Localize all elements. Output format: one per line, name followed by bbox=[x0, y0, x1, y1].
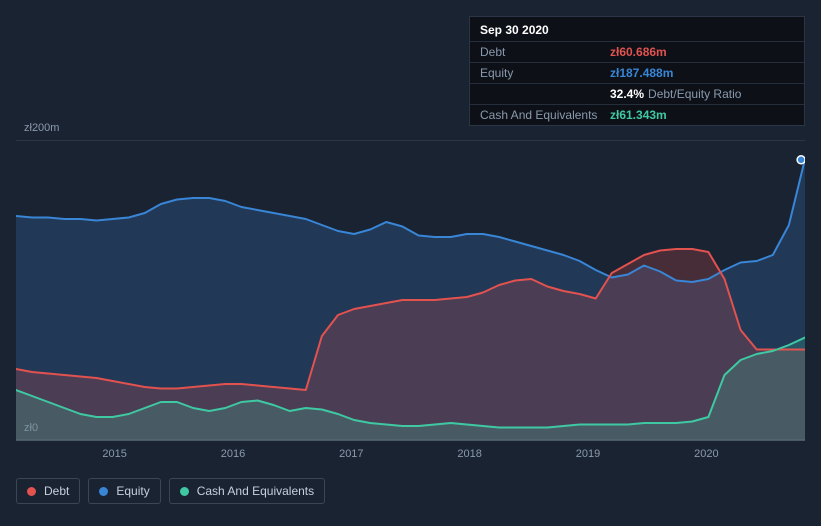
legend: Debt Equity Cash And Equivalents bbox=[16, 478, 325, 504]
tooltip-row-ratio: 32.4% Debt/Equity Ratio bbox=[470, 83, 804, 104]
tooltip-date: Sep 30 2020 bbox=[470, 17, 804, 41]
legend-item-debt[interactable]: Debt bbox=[16, 478, 80, 504]
tooltip-row-cash: Cash And Equivalents zł61.343m bbox=[470, 104, 804, 125]
x-tick-label: 2017 bbox=[339, 448, 363, 460]
tooltip-cash-label: Cash And Equivalents bbox=[480, 108, 610, 122]
tooltip-row-equity: Equity zł187.488m bbox=[470, 62, 804, 83]
legend-label-debt: Debt bbox=[44, 484, 69, 498]
y-axis-max-label: zł200m bbox=[24, 122, 59, 134]
tooltip-equity-label: Equity bbox=[480, 66, 610, 80]
legend-dot-debt bbox=[27, 487, 36, 496]
plot-area[interactable] bbox=[16, 140, 805, 440]
legend-label-cash: Cash And Equivalents bbox=[197, 484, 314, 498]
x-tick-label: 2016 bbox=[221, 448, 245, 460]
x-tick-label: 2015 bbox=[102, 448, 126, 460]
tooltip-debt-value: zł60.686m bbox=[610, 45, 667, 59]
tooltip-row-debt: Debt zł60.686m bbox=[470, 41, 804, 62]
legend-dot-equity bbox=[99, 487, 108, 496]
legend-item-cash[interactable]: Cash And Equivalents bbox=[169, 478, 325, 504]
x-tick-label: 2018 bbox=[457, 448, 481, 460]
legend-label-equity: Equity bbox=[116, 484, 149, 498]
tooltip-debt-label: Debt bbox=[480, 45, 610, 59]
tooltip-ratio-value: 32.4% bbox=[610, 87, 644, 101]
tooltip-equity-value: zł187.488m bbox=[610, 66, 673, 80]
legend-item-equity[interactable]: Equity bbox=[88, 478, 160, 504]
x-tick-label: 2020 bbox=[694, 448, 718, 460]
legend-dot-cash bbox=[180, 487, 189, 496]
chart-svg bbox=[16, 141, 805, 441]
hover-tooltip: Sep 30 2020 Debt zł60.686m Equity zł187.… bbox=[469, 16, 805, 126]
chart-container: Sep 30 2020 Debt zł60.686m Equity zł187.… bbox=[0, 0, 821, 526]
tooltip-ratio-label: Debt/Equity Ratio bbox=[648, 87, 741, 101]
tooltip-cash-value: zł61.343m bbox=[610, 108, 667, 122]
x-tick-label: 2019 bbox=[576, 448, 600, 460]
x-axis: 2015 2016 2017 2018 2019 2020 bbox=[16, 448, 805, 464]
